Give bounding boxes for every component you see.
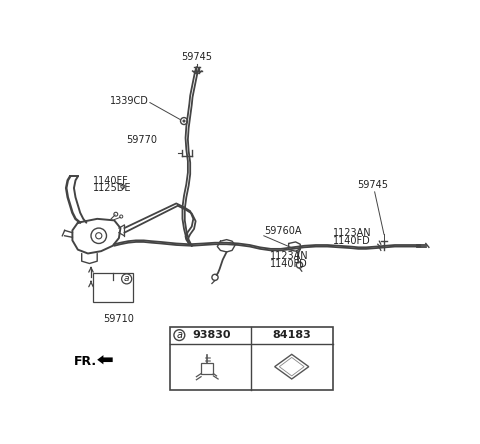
Text: 1339CD: 1339CD [110,96,149,106]
Text: 84183: 84183 [272,330,311,340]
Text: 1123AN: 1123AN [333,228,372,238]
Text: 1123AN: 1123AN [270,251,309,261]
Text: 59760A: 59760A [264,226,301,236]
Text: 1140FF: 1140FF [93,176,128,186]
Text: 59745: 59745 [181,52,213,62]
Text: 1125DE: 1125DE [93,183,131,193]
Text: 1140FD: 1140FD [333,236,371,246]
Text: 59745: 59745 [357,180,388,190]
Circle shape [121,274,132,284]
Bar [170,327,333,390]
Bar [201,363,214,373]
Text: 1140FD: 1140FD [270,259,308,269]
Polygon shape [97,355,113,365]
Text: a: a [176,330,182,340]
Text: a: a [124,274,130,283]
Text: 59770: 59770 [127,135,157,145]
Circle shape [180,118,188,124]
Text: 59710: 59710 [103,313,133,324]
Circle shape [174,330,185,341]
Circle shape [183,120,185,122]
Text: 93830: 93830 [192,330,231,340]
Text: FR.: FR. [74,355,97,368]
Bar [93,273,133,302]
